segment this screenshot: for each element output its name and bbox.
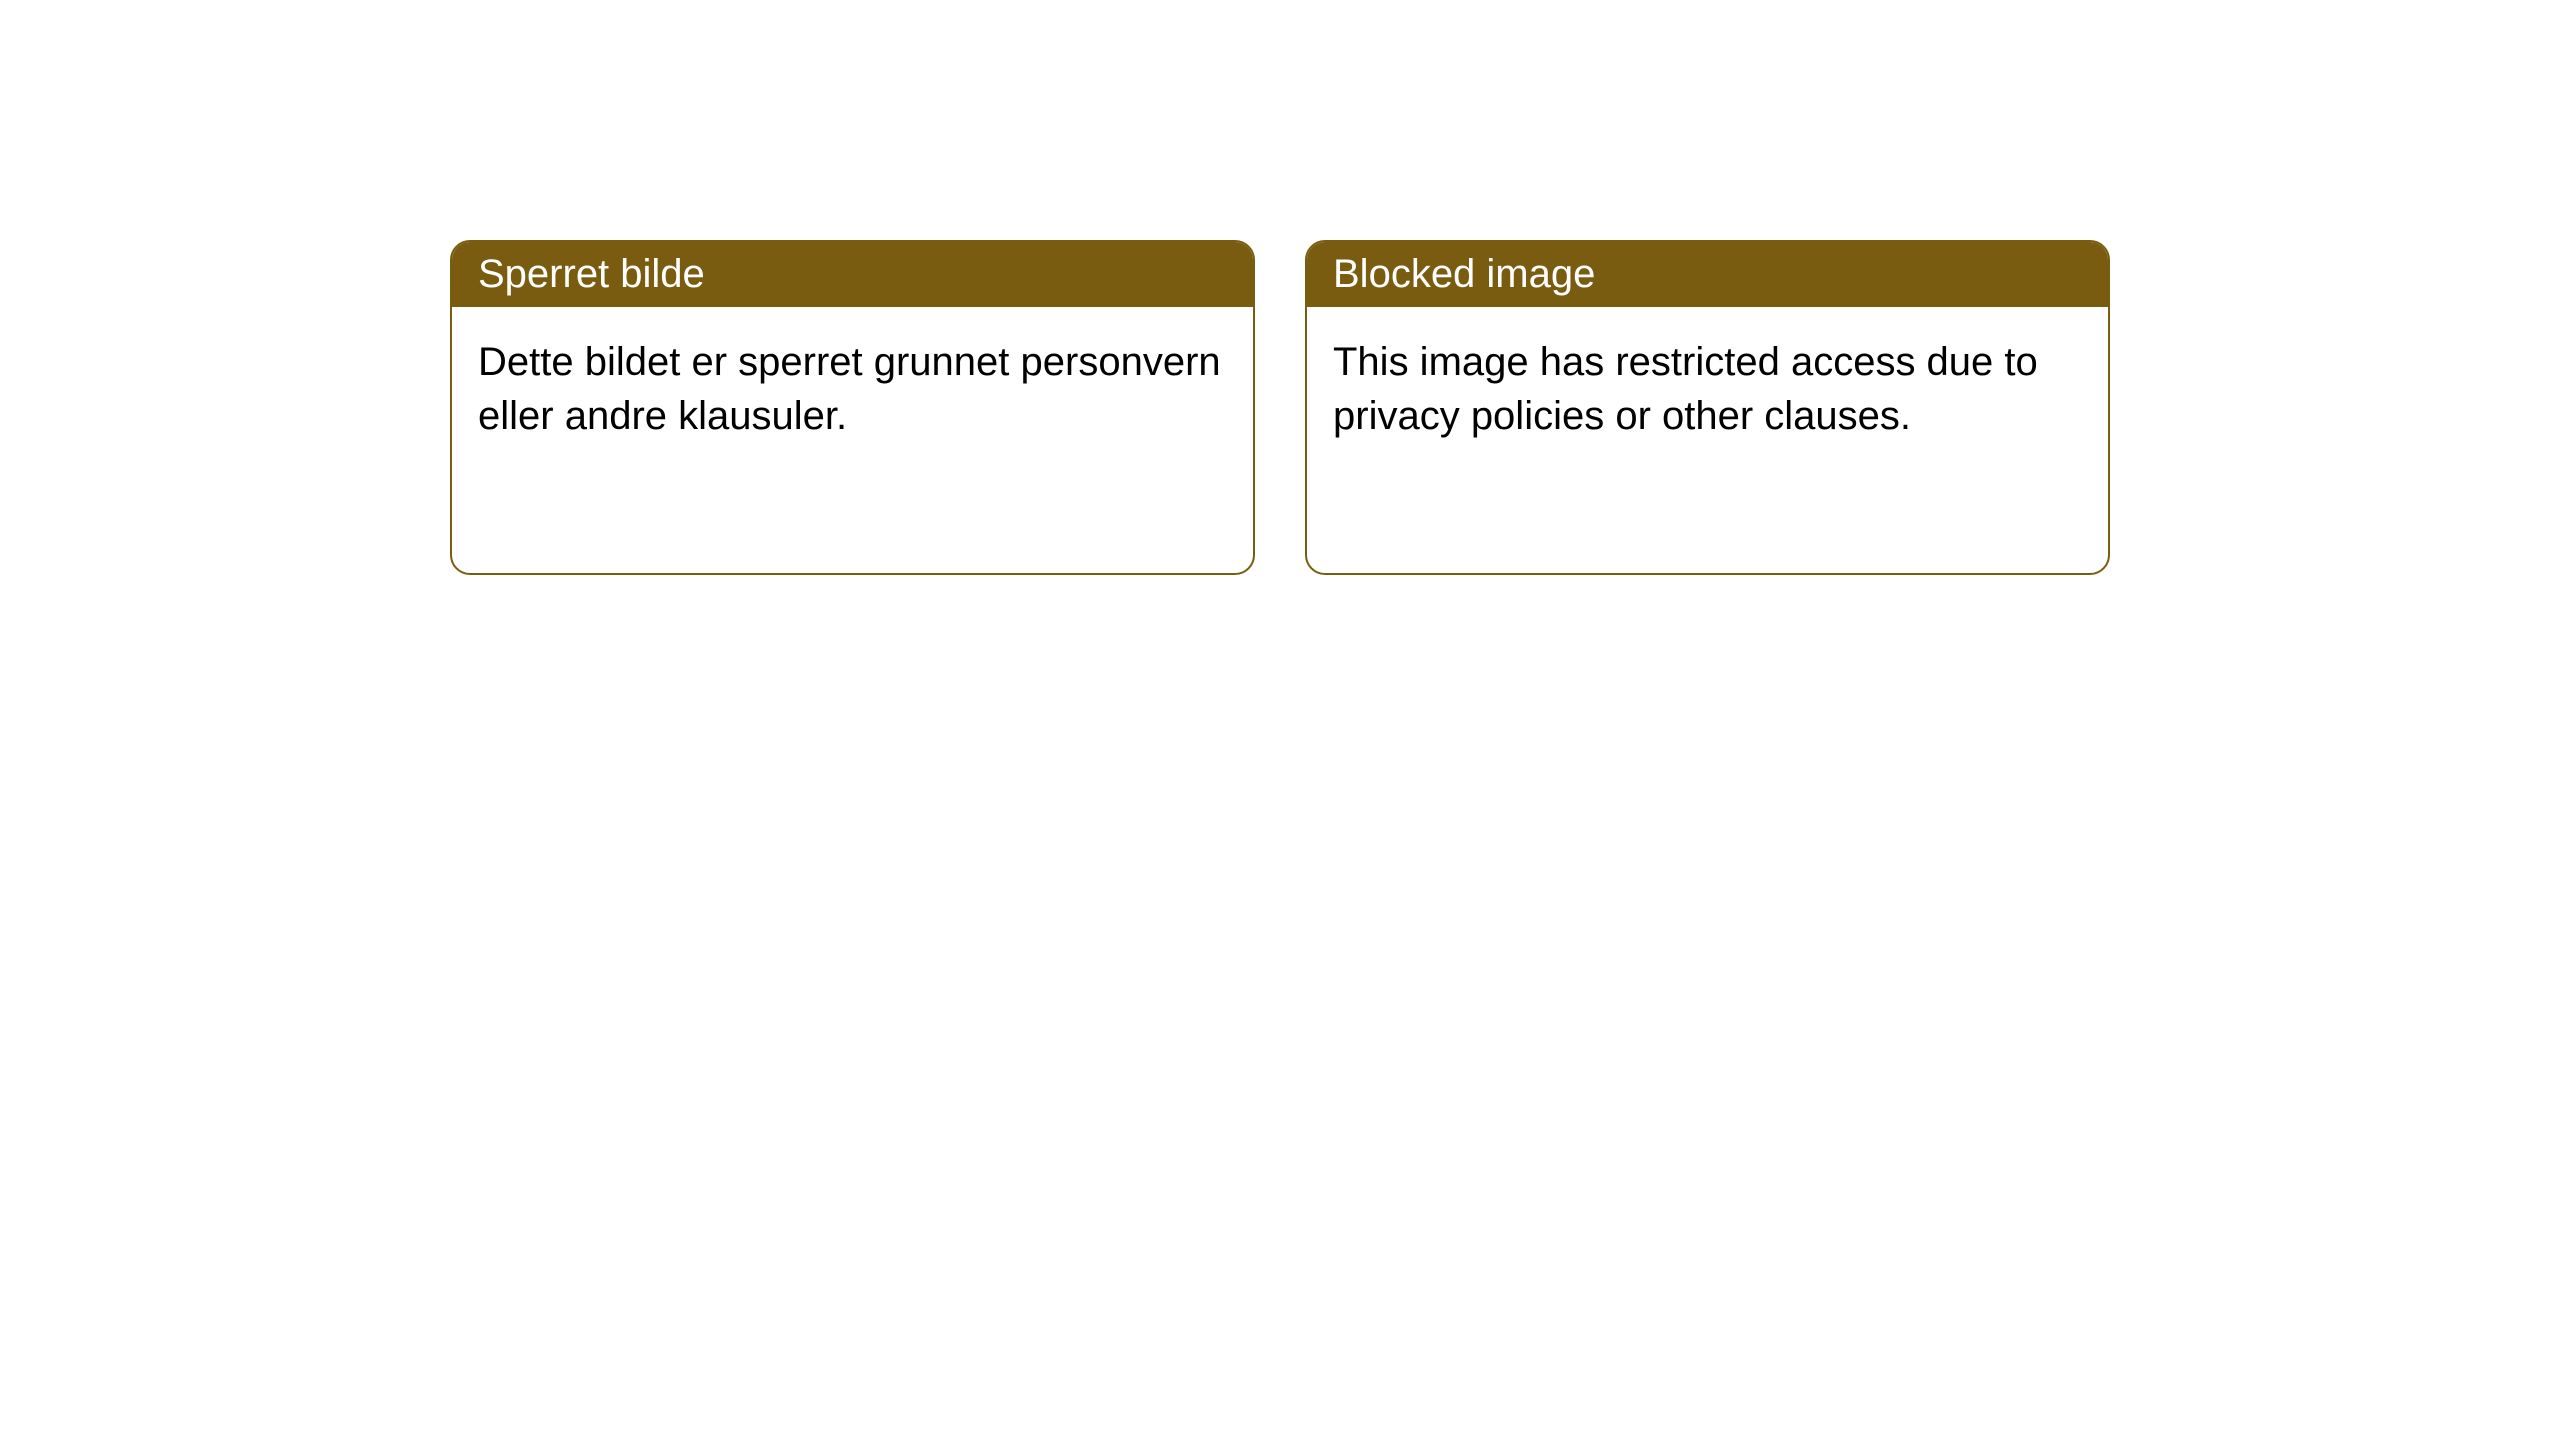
card-title: Sperret bilde bbox=[452, 242, 1253, 307]
notice-card-norwegian: Sperret bilde Dette bildet er sperret gr… bbox=[450, 240, 1255, 575]
notice-card-english: Blocked image This image has restricted … bbox=[1305, 240, 2110, 575]
card-body-text: Dette bildet er sperret grunnet personve… bbox=[452, 307, 1253, 471]
notice-card-container: Sperret bilde Dette bildet er sperret gr… bbox=[0, 0, 2560, 575]
card-title: Blocked image bbox=[1307, 242, 2108, 307]
card-body-text: This image has restricted access due to … bbox=[1307, 307, 2108, 471]
